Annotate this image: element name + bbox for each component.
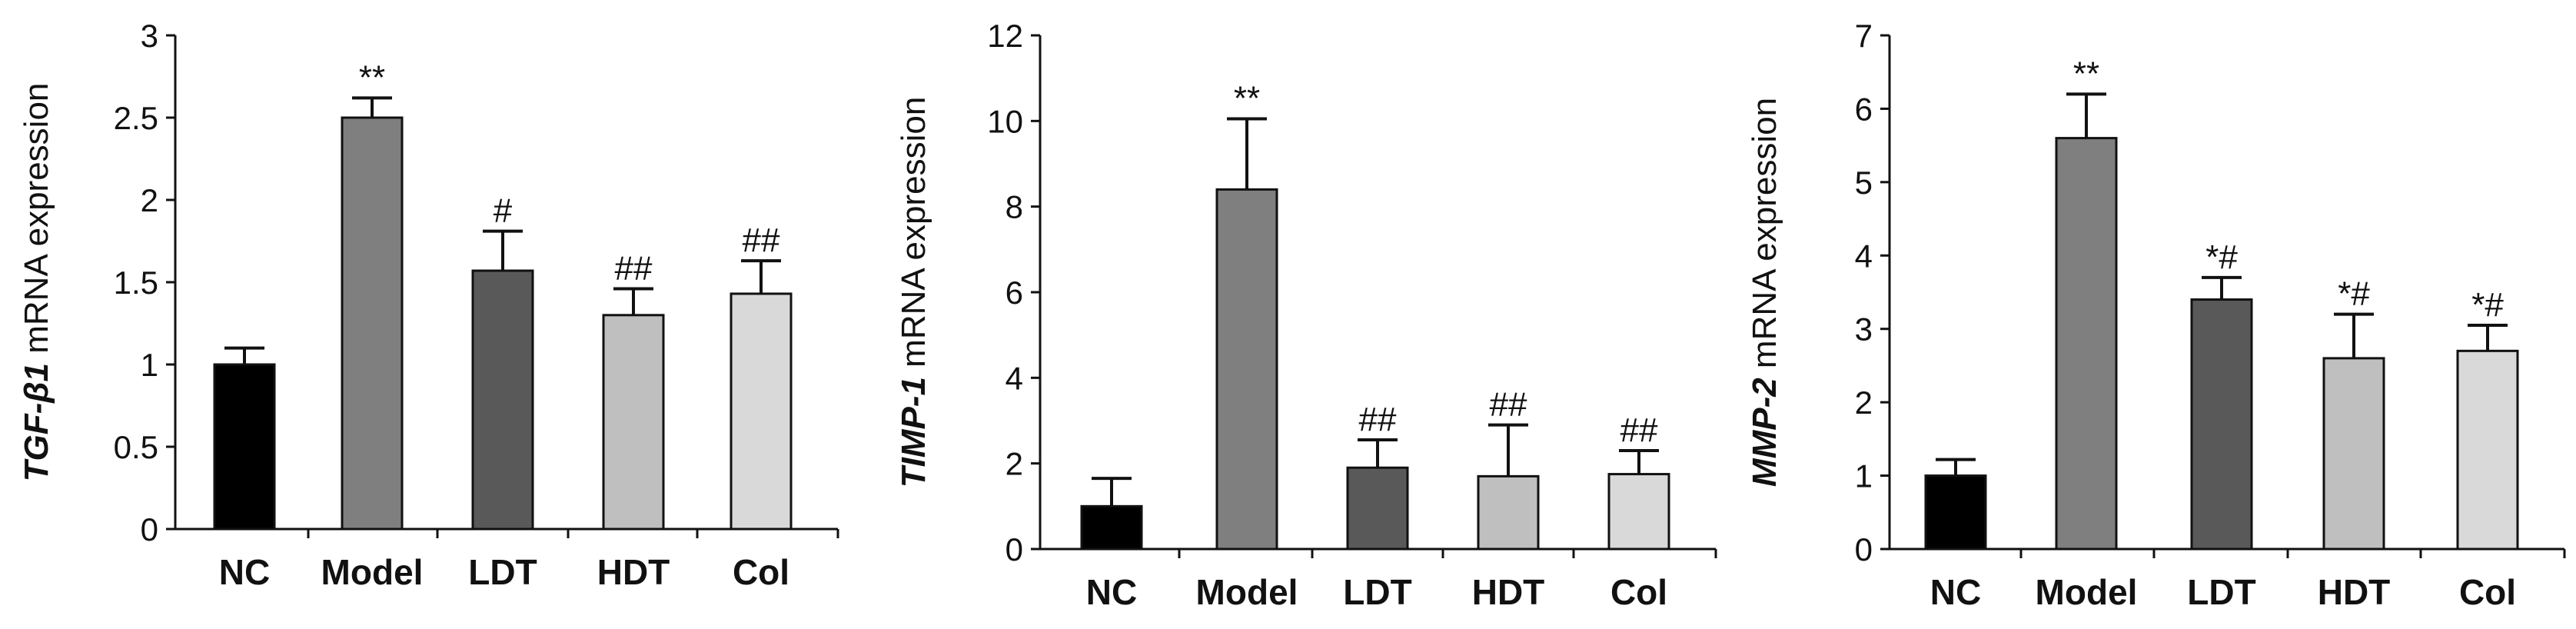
category-label: HDT (2318, 572, 2391, 612)
y-tick-label: 6 (1005, 275, 1023, 311)
bar-nc (213, 363, 276, 531)
bar-hdt (2322, 357, 2385, 551)
category-label: NC (219, 552, 270, 592)
y-tick-label: 1 (141, 347, 158, 383)
y-tick-label: 1.5 (114, 265, 158, 301)
category-label: NC (1930, 572, 1981, 612)
category-label: HDT (597, 552, 670, 592)
y-tick-label: 2 (141, 182, 158, 218)
significance-label: *# (2205, 238, 2238, 276)
bar-hdt (602, 314, 665, 531)
bar-col (1607, 473, 1670, 551)
category-label: Model (321, 552, 424, 592)
significance-label: *# (2471, 286, 2504, 324)
bar-nc (1080, 504, 1143, 551)
category-label: LDT (1343, 572, 1411, 612)
gene-name: MMP-2 (1746, 378, 1783, 487)
significance-label: ## (1359, 401, 1397, 438)
y-axis-title-suffix: mRNA expression (18, 83, 55, 363)
y-tick-label: 3 (1855, 311, 1873, 348)
bar-ldt (2190, 298, 2253, 551)
y-tick-label: 10 (987, 103, 1023, 139)
significance-label: ## (615, 250, 653, 288)
significance-label: ## (743, 221, 780, 259)
bar-col (2456, 349, 2519, 551)
y-tick-label: 2.5 (114, 100, 158, 136)
y-axis-title: TGF-β1 mRNA expression (18, 83, 55, 482)
y-tick-label: 8 (1005, 189, 1023, 225)
y-tick-label: 2 (1855, 384, 1873, 421)
category-label: Model (2036, 572, 2138, 612)
y-tick-label: 12 (987, 18, 1023, 54)
y-tick-label: 0 (1005, 531, 1023, 567)
y-tick-label: 1 (1855, 458, 1873, 494)
category-label: HDT (1472, 572, 1545, 612)
y-tick-label: 3 (141, 18, 158, 54)
category-label: Col (1610, 572, 1667, 612)
category-label: LDT (2187, 572, 2255, 612)
bar-model (2055, 137, 2118, 551)
bar-model (341, 116, 404, 531)
bar-ldt (471, 269, 534, 531)
category-label: Model (1196, 572, 1298, 612)
significance-label: ** (359, 58, 385, 96)
gene-name: TIMP-1 (895, 377, 932, 488)
y-axis-title: MMP-2 mRNA expression (1746, 98, 1783, 487)
bar-nc (1924, 474, 1987, 551)
y-tick-label: 0 (1855, 531, 1873, 567)
bar-hdt (1477, 474, 1540, 551)
category-label: Col (733, 552, 789, 592)
y-axis-title-suffix: mRNA expression (1746, 98, 1783, 378)
y-tick-label: 2 (1005, 446, 1023, 482)
significance-label: # (494, 192, 513, 230)
significance-label: ** (1234, 80, 1260, 118)
y-tick-label: 5 (1855, 165, 1873, 201)
bar-col (730, 292, 793, 531)
y-tick-label: 0 (141, 511, 158, 547)
bar-ldt (1346, 466, 1409, 551)
y-axis-title: TIMP-1 mRNA expression (895, 97, 932, 488)
category-label: Col (2459, 572, 2516, 612)
significance-label: ## (1490, 386, 1527, 424)
category-label: NC (1086, 572, 1137, 612)
significance-label: ## (1620, 411, 1658, 449)
significance-label: ** (2073, 55, 2099, 92)
bar-model (1215, 188, 1278, 551)
category-label: LDT (468, 552, 537, 592)
significance-label: *# (2338, 275, 2370, 313)
y-tick-label: 4 (1855, 238, 1873, 274)
y-tick-label: 4 (1005, 360, 1023, 396)
y-tick-label: 6 (1855, 91, 1873, 127)
y-tick-label: 0.5 (114, 429, 158, 465)
gene-name: TGF-β1 (18, 363, 55, 481)
y-tick-label: 7 (1855, 18, 1873, 54)
y-axis-title-suffix: mRNA expression (895, 97, 932, 377)
